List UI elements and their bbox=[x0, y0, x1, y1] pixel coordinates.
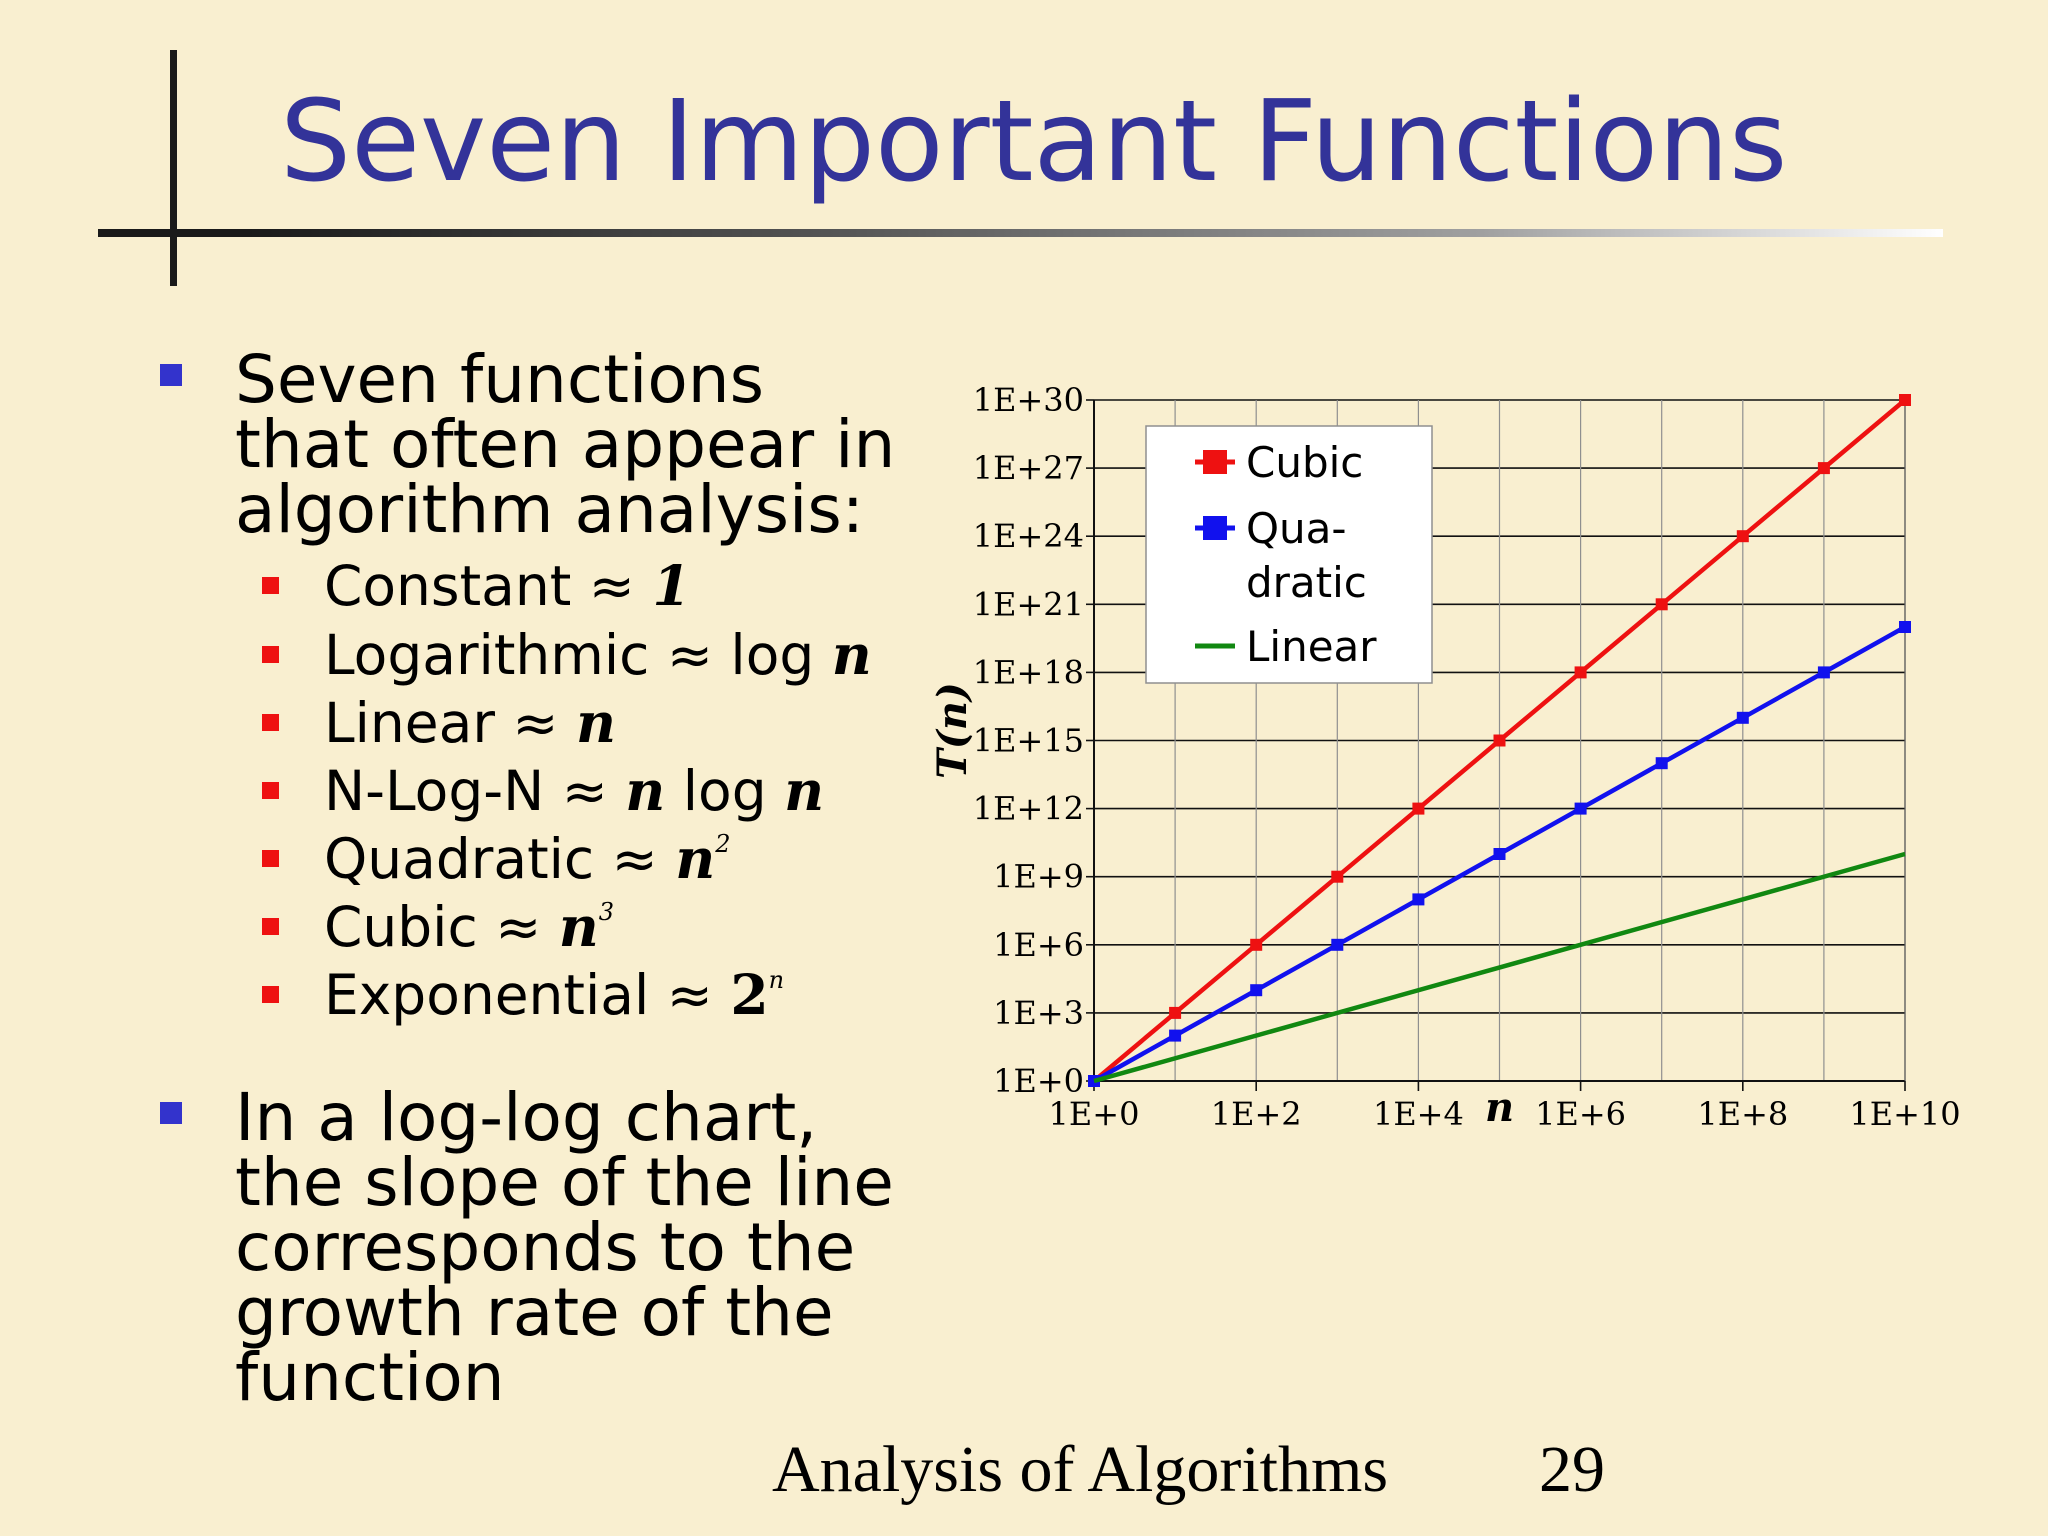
function-item-quadratic: Quadratic ≈ n2 bbox=[324, 826, 731, 891]
title-vertical-bar bbox=[170, 50, 177, 286]
series-marker-quadratic bbox=[1169, 1029, 1182, 1042]
bullet-marker bbox=[160, 1102, 182, 1124]
x-tick-label: 1E+6 bbox=[1535, 1095, 1626, 1133]
title-underline bbox=[98, 229, 1943, 237]
series-marker-quadratic bbox=[1817, 666, 1830, 679]
loglog-line: growth rate of the bbox=[235, 1274, 834, 1351]
series-marker-quadratic bbox=[1899, 621, 1911, 633]
series-marker-cubic bbox=[1574, 666, 1587, 679]
y-tick-label: 1E+30 bbox=[973, 381, 1084, 419]
bullet-marker bbox=[262, 714, 279, 731]
slide-title: Seven Important Functions bbox=[280, 77, 1788, 207]
bullet-marker bbox=[262, 782, 279, 799]
series-marker-quadratic bbox=[1574, 802, 1587, 815]
series-marker-cubic bbox=[1412, 802, 1425, 815]
x-tick-label: 1E+2 bbox=[1211, 1095, 1302, 1133]
bullet-marker bbox=[262, 918, 279, 935]
legend-label-cubic: Cubic bbox=[1246, 438, 1363, 487]
bullet-marker bbox=[262, 577, 279, 594]
series-marker-cubic bbox=[1899, 394, 1911, 406]
function-item-cubic: Cubic ≈ n3 bbox=[324, 894, 615, 959]
y-tick-label: 1E+6 bbox=[993, 926, 1084, 964]
bullet-marker bbox=[160, 364, 182, 386]
y-axis-label: T(n) bbox=[929, 682, 976, 779]
intro-line: that often appear in bbox=[235, 406, 896, 483]
page-number: 29 bbox=[1539, 1433, 1605, 1506]
x-axis-label: n bbox=[1485, 1084, 1514, 1131]
footer-text: Analysis of Algorithms bbox=[772, 1433, 1389, 1506]
series-marker-quadratic bbox=[1736, 711, 1749, 724]
bullet-marker bbox=[262, 646, 279, 663]
series-marker-quadratic bbox=[1250, 984, 1263, 997]
legend-marker-quadratic bbox=[1203, 516, 1227, 540]
series-marker-cubic bbox=[1655, 598, 1668, 611]
series-marker-cubic bbox=[1250, 938, 1263, 951]
series-marker-quadratic bbox=[1331, 938, 1344, 951]
function-item-exponential: Exponential ≈ 2n bbox=[324, 962, 785, 1027]
x-tick-label: 1E+8 bbox=[1697, 1095, 1788, 1133]
series-line-linear bbox=[1093, 851, 1906, 1084]
series-marker-quadratic bbox=[1655, 757, 1668, 770]
series-marker-quadratic bbox=[1493, 848, 1506, 860]
function-item-nlogn: N-Log-N ≈ n log n bbox=[324, 758, 825, 823]
series-marker-cubic bbox=[1331, 870, 1344, 883]
y-tick-label: 1E+3 bbox=[993, 994, 1084, 1032]
series-marker-cubic bbox=[1736, 530, 1749, 543]
y-tick-label: 1E+15 bbox=[973, 722, 1084, 760]
loglog-line: the slope of the line bbox=[235, 1144, 894, 1221]
intro-text: Seven functions that often appear in alg… bbox=[235, 341, 896, 548]
legend-label-linear: Linear bbox=[1246, 622, 1377, 671]
legend-label-quadratic: dratic bbox=[1246, 558, 1367, 607]
loglog-line: corresponds to the bbox=[235, 1209, 856, 1286]
x-tick-label: 1E+0 bbox=[1049, 1095, 1140, 1133]
loglog-text: In a log-log chart, the slope of the lin… bbox=[235, 1079, 894, 1416]
function-item-linear: Linear ≈ n bbox=[324, 690, 616, 755]
series-marker-cubic bbox=[1493, 734, 1506, 747]
y-tick-label: 1E+24 bbox=[973, 517, 1084, 555]
bullet-marker bbox=[262, 850, 279, 867]
legend-label-quadratic: Qua- bbox=[1246, 504, 1347, 553]
y-tick-label: 1E+18 bbox=[973, 653, 1084, 691]
series-marker-cubic bbox=[1817, 462, 1830, 475]
loglog-line: function bbox=[235, 1339, 505, 1416]
function-item-logarithmic: Logarithmic ≈ log n bbox=[324, 622, 872, 687]
chart-legend bbox=[1145, 425, 1433, 684]
y-tick-label: 1E+0 bbox=[993, 1062, 1084, 1100]
loglog-line: In a log-log chart, bbox=[235, 1079, 818, 1156]
y-tick-label: 1E+9 bbox=[993, 858, 1084, 896]
series-marker-cubic bbox=[1169, 1006, 1182, 1019]
function-item-constant: Constant ≈ 1 bbox=[324, 553, 691, 618]
series-marker-quadratic bbox=[1412, 893, 1425, 906]
intro-line: Seven functions bbox=[235, 341, 764, 418]
y-tick-label: 1E+21 bbox=[973, 585, 1084, 623]
y-tick-label: 1E+12 bbox=[973, 790, 1084, 828]
y-tick-label: 1E+27 bbox=[973, 449, 1084, 487]
x-tick-label: 1E+4 bbox=[1373, 1095, 1464, 1133]
x-tick-label: 1E+10 bbox=[1849, 1095, 1960, 1133]
bullet-marker bbox=[262, 986, 279, 1003]
intro-line: algorithm analysis: bbox=[235, 471, 864, 548]
legend-marker-cubic bbox=[1203, 450, 1227, 474]
